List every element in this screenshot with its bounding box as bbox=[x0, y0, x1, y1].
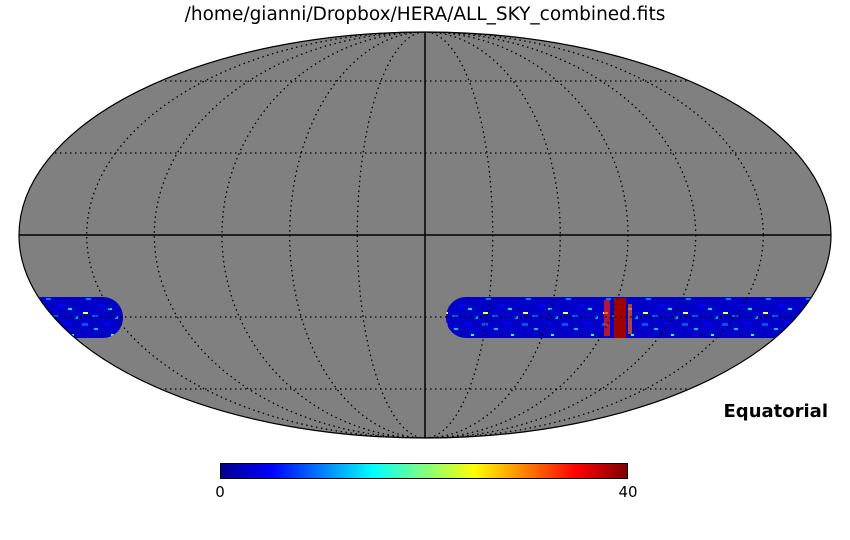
data-band-left-extend bbox=[19, 297, 50, 338]
colorbar bbox=[220, 463, 628, 479]
hot-region-edge-2 bbox=[628, 304, 632, 334]
map-title: /home/gianni/Dropbox/HERA/ALL_SKY_combin… bbox=[184, 4, 666, 25]
coordinate-system-label: Equatorial bbox=[723, 401, 828, 422]
colorbar-min-label: 0 bbox=[215, 483, 225, 501]
sky-outline bbox=[18, 31, 832, 439]
hot-region bbox=[614, 298, 626, 338]
colorbar-max-label: 40 bbox=[618, 483, 638, 501]
data-band-right bbox=[446, 297, 831, 338]
hot-region-edge bbox=[604, 300, 610, 336]
